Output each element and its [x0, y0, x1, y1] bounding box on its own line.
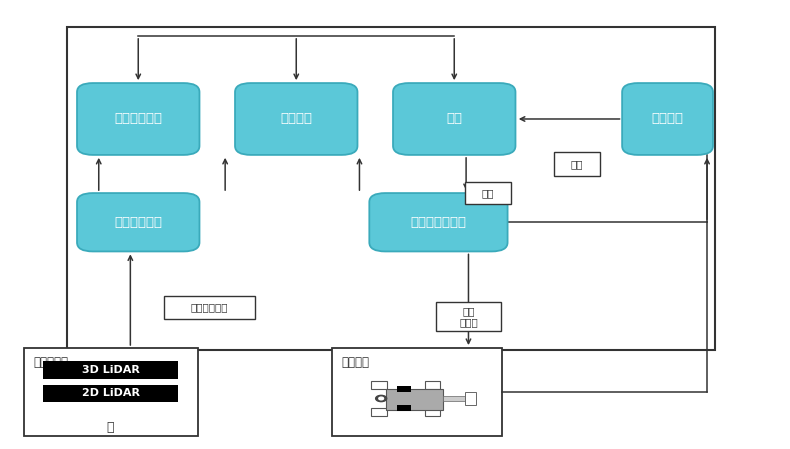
- Text: 地図: 地図: [446, 113, 462, 125]
- Text: センサデータ: センサデータ: [190, 303, 228, 313]
- FancyBboxPatch shape: [393, 83, 516, 155]
- Bar: [332, 348, 502, 436]
- Text: コントローラー: コントローラー: [411, 216, 466, 229]
- Text: 3D LiDAR: 3D LiDAR: [81, 365, 140, 375]
- Text: 速度
指令値: 速度 指令値: [459, 306, 478, 327]
- FancyBboxPatch shape: [77, 193, 199, 251]
- Text: 経路計画: 経路計画: [280, 113, 312, 125]
- Text: 地図: 地図: [570, 159, 583, 169]
- Text: 2D LiDAR: 2D LiDAR: [81, 388, 140, 398]
- Bar: [371, 381, 387, 388]
- Circle shape: [376, 395, 387, 401]
- Bar: [67, 27, 715, 350]
- Bar: [465, 182, 511, 204]
- Bar: [397, 405, 411, 410]
- Bar: [442, 396, 467, 401]
- Text: 地図生成: 地図生成: [652, 113, 683, 125]
- Text: ロボット: ロボット: [341, 356, 369, 369]
- Bar: [465, 392, 476, 405]
- Text: ：: ：: [107, 421, 115, 434]
- FancyBboxPatch shape: [77, 83, 199, 155]
- Bar: [24, 348, 198, 436]
- Bar: [425, 381, 441, 388]
- Text: センサー群: センサー群: [33, 356, 68, 369]
- FancyBboxPatch shape: [623, 83, 713, 155]
- Bar: [164, 296, 254, 319]
- Bar: [43, 361, 178, 379]
- Bar: [436, 302, 501, 331]
- Bar: [371, 409, 387, 416]
- Bar: [397, 386, 411, 392]
- Text: 軌跡: 軌跡: [482, 188, 495, 198]
- FancyBboxPatch shape: [370, 193, 508, 251]
- Text: 自己位置推定: 自己位置推定: [115, 113, 162, 125]
- Bar: [425, 409, 441, 416]
- Bar: [386, 388, 442, 410]
- Bar: [43, 385, 178, 402]
- Text: センサー処理: センサー処理: [115, 216, 162, 229]
- Circle shape: [379, 397, 384, 400]
- Bar: [554, 151, 600, 176]
- FancyBboxPatch shape: [235, 83, 357, 155]
